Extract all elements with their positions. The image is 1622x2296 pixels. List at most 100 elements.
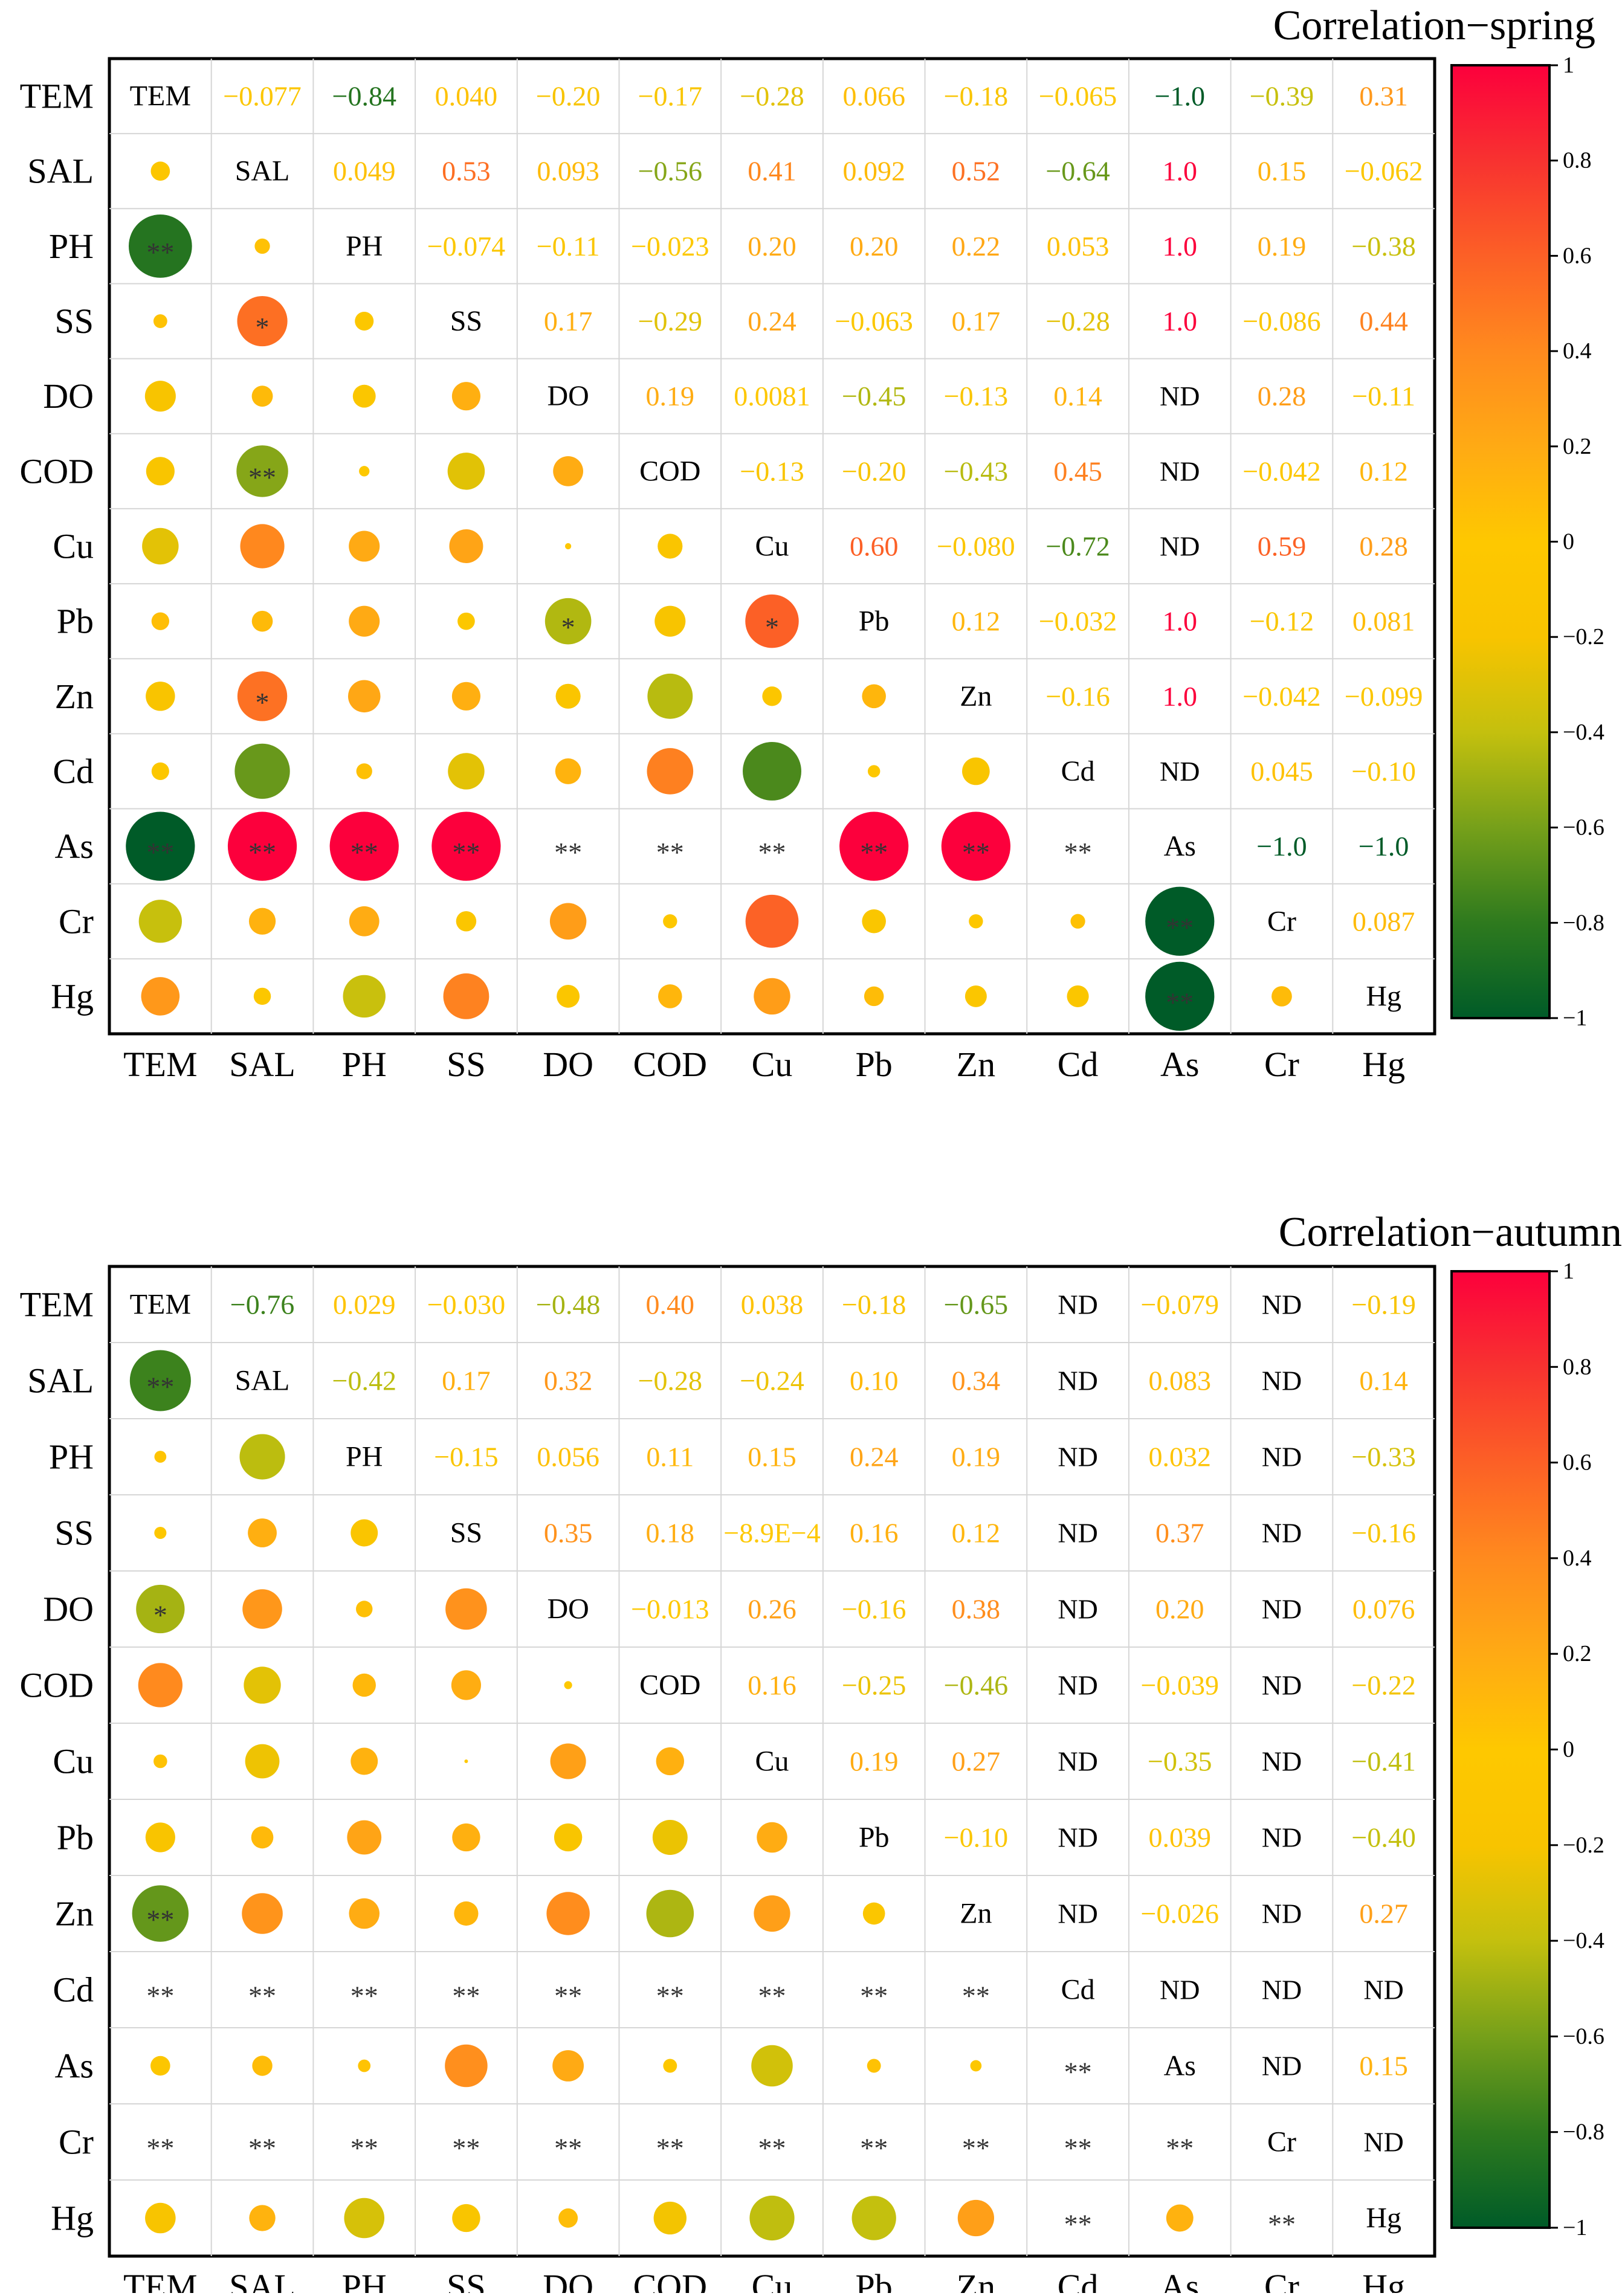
panel2-colorbar-tick-label: 0.8 [1563, 1354, 1592, 1379]
panel2-x-tick-label-sal: SAL [229, 2267, 296, 2293]
panel2-correlation-value: 0.039 [1149, 1822, 1212, 1853]
panel1-y-tick-label-do: DO [43, 376, 94, 416]
panel2-correlation-circle [251, 1826, 274, 1849]
panel1-correlation-value: 0.24 [748, 306, 796, 337]
panel2-significance-mark: ** [962, 1981, 990, 2011]
panel1-correlation-value: −0.39 [1250, 81, 1314, 112]
panel2-correlation-circle [754, 1895, 790, 1932]
panel2-correlation-circle [757, 1822, 787, 1853]
panel1-correlation-value: ND [1160, 531, 1200, 562]
panel2-significance-mark: ** [452, 1981, 480, 2011]
panel1-correlation-circle [864, 986, 884, 1007]
panel1-diagonal-label: PH [346, 230, 383, 262]
panel1-significance-mark: ** [248, 462, 276, 492]
panel1-correlation-circle [150, 161, 170, 181]
panel2-colorbar-tick-label: −1 [1563, 2215, 1587, 2240]
panel1-correlation-value: 0.22 [952, 231, 1001, 262]
panel2-correlation-value: 0.18 [646, 1518, 695, 1549]
panel1-correlation-value: −0.063 [835, 306, 913, 337]
panel1-correlation-value: −0.11 [1352, 381, 1415, 411]
panel1-correlation-value: 0.31 [1359, 81, 1408, 112]
panel2-correlation-value: 0.17 [442, 1366, 491, 1396]
panel1-correlation-value: −0.099 [1345, 681, 1423, 712]
panel1-correlation-circle [745, 894, 799, 948]
panel2-correlation-circle [145, 1822, 175, 1853]
panel2-correlation-circle [445, 2044, 488, 2088]
panel2-y-tick-label-as: As [55, 2046, 94, 2086]
panel2-correlation-value: ND [1262, 1594, 1302, 1625]
panel2-correlation-circle [970, 2060, 982, 2072]
panel2-y-tick-label-do: DO [43, 1590, 94, 1629]
panel2-y-tick-label-pb: Pb [57, 1818, 94, 1857]
panel2-correlation-value: ND [1262, 1670, 1302, 1701]
panel1-x-tick-label-cod: COD [633, 1045, 707, 1084]
panel1-correlation-circle [251, 610, 273, 632]
panel1-correlation-value: −1.0 [1359, 831, 1409, 862]
panel1-correlation-circle [962, 757, 990, 785]
panel2-correlation-value: 0.24 [850, 1442, 899, 1472]
panel1-diagonal-label: Pb [859, 605, 890, 637]
panel1-correlation-circle [762, 686, 782, 706]
panel2-correlation-value: 0.19 [952, 1442, 1001, 1472]
panel1-correlation-value: 0.28 [1359, 531, 1408, 562]
panel2-correlation-circle [751, 2045, 793, 2087]
panel2-correlation-value: 0.26 [748, 1594, 796, 1625]
panel2-correlation-circle [749, 2195, 795, 2241]
panel1-x-tick-label-as: As [1160, 1045, 1199, 1084]
panel1-correlation-circle [236, 445, 288, 497]
panel2-significance-mark: ** [758, 2133, 786, 2164]
panel1-correlation-circle [146, 682, 175, 711]
panel2-correlation-circle [132, 1885, 189, 1942]
panel2-significance-mark: ** [146, 2133, 174, 2164]
panel2-correlation-value: ND [1058, 1822, 1097, 1853]
panel2-y-tick-label-zn: Zn [55, 1894, 94, 1933]
panel2-diagonal-label: Cd [1061, 1974, 1095, 2006]
panel2-correlation-value: −0.079 [1141, 1289, 1219, 1320]
panel1-correlation-circle [240, 524, 285, 569]
panel2-correlation-circle [550, 1743, 586, 1779]
panel2-correlation-value: 0.27 [1359, 1898, 1408, 1929]
panel2-correlation-circle [244, 1666, 281, 1704]
panel2-significance-mark: ** [351, 1981, 378, 2011]
panel1-correlation-value: −0.023 [631, 231, 709, 262]
panel1-correlation-value: −0.11 [537, 231, 600, 262]
panel1-significance-mark: ** [1166, 912, 1194, 943]
panel1-correlation-value: 0.15 [1258, 156, 1307, 187]
panel2-diagonal-label: Hg [1366, 2202, 1401, 2234]
panel1-colorbar-tick-label: −0.6 [1563, 815, 1604, 840]
panel2-correlation-circle [153, 1754, 167, 1769]
panel2-correlation-value: −0.33 [1351, 1442, 1415, 1472]
panel1-correlation-value: 0.066 [842, 81, 905, 112]
panel1-colorbar [1450, 64, 1551, 1019]
panel1-correlation-circle [347, 680, 381, 713]
panel2-correlation-value: 0.11 [646, 1442, 694, 1472]
panel1-y-tick-label-cod: COD [20, 451, 94, 491]
panel2-significance-mark: ** [1166, 2133, 1194, 2164]
panel1-correlation-value: −0.28 [740, 81, 804, 112]
panel2-correlation-circle [129, 1350, 191, 1411]
panel1-correlation-value: −0.17 [638, 81, 702, 112]
panel2-correlation-value: 0.14 [1359, 1366, 1408, 1396]
panel1-correlation-value: 0.17 [544, 306, 593, 337]
panel1-correlation-value: −0.074 [427, 231, 505, 262]
panel2-correlation-value: ND [1058, 1746, 1097, 1777]
panel2-correlation-circle [454, 1901, 479, 1926]
panel2-correlation-value: 0.032 [1149, 1442, 1212, 1472]
panel2-x-tick-label-ph: PH [342, 2267, 387, 2293]
panel2-colorbar-tick-label: 1 [1563, 1259, 1574, 1284]
panel2-y-tick-label-sal: SAL [27, 1361, 94, 1401]
panel1-colorbar-tick-label: 0 [1563, 529, 1574, 555]
panel1-correlation-circle [743, 742, 801, 801]
panel1-diagonal-label: As [1164, 830, 1196, 862]
panel2-significance-mark: ** [758, 1981, 786, 2011]
panel1-correlation-circle [253, 987, 271, 1005]
panel2-significance-mark: ** [248, 2133, 276, 2164]
panel2-correlation-circle [245, 1744, 280, 1779]
panel2-correlation-value: ND [1058, 1366, 1097, 1396]
panel1-correlation-value: 0.0081 [734, 381, 810, 411]
panel2-correlation-value: 0.19 [850, 1746, 899, 1777]
panel1-x-tick-label-cr: Cr [1264, 1045, 1299, 1084]
panel1-correlation-circle [359, 466, 370, 477]
panel2-colorbar-tick-label: 0 [1563, 1737, 1574, 1762]
panel2-y-tick-label-tem: TEM [20, 1285, 94, 1324]
